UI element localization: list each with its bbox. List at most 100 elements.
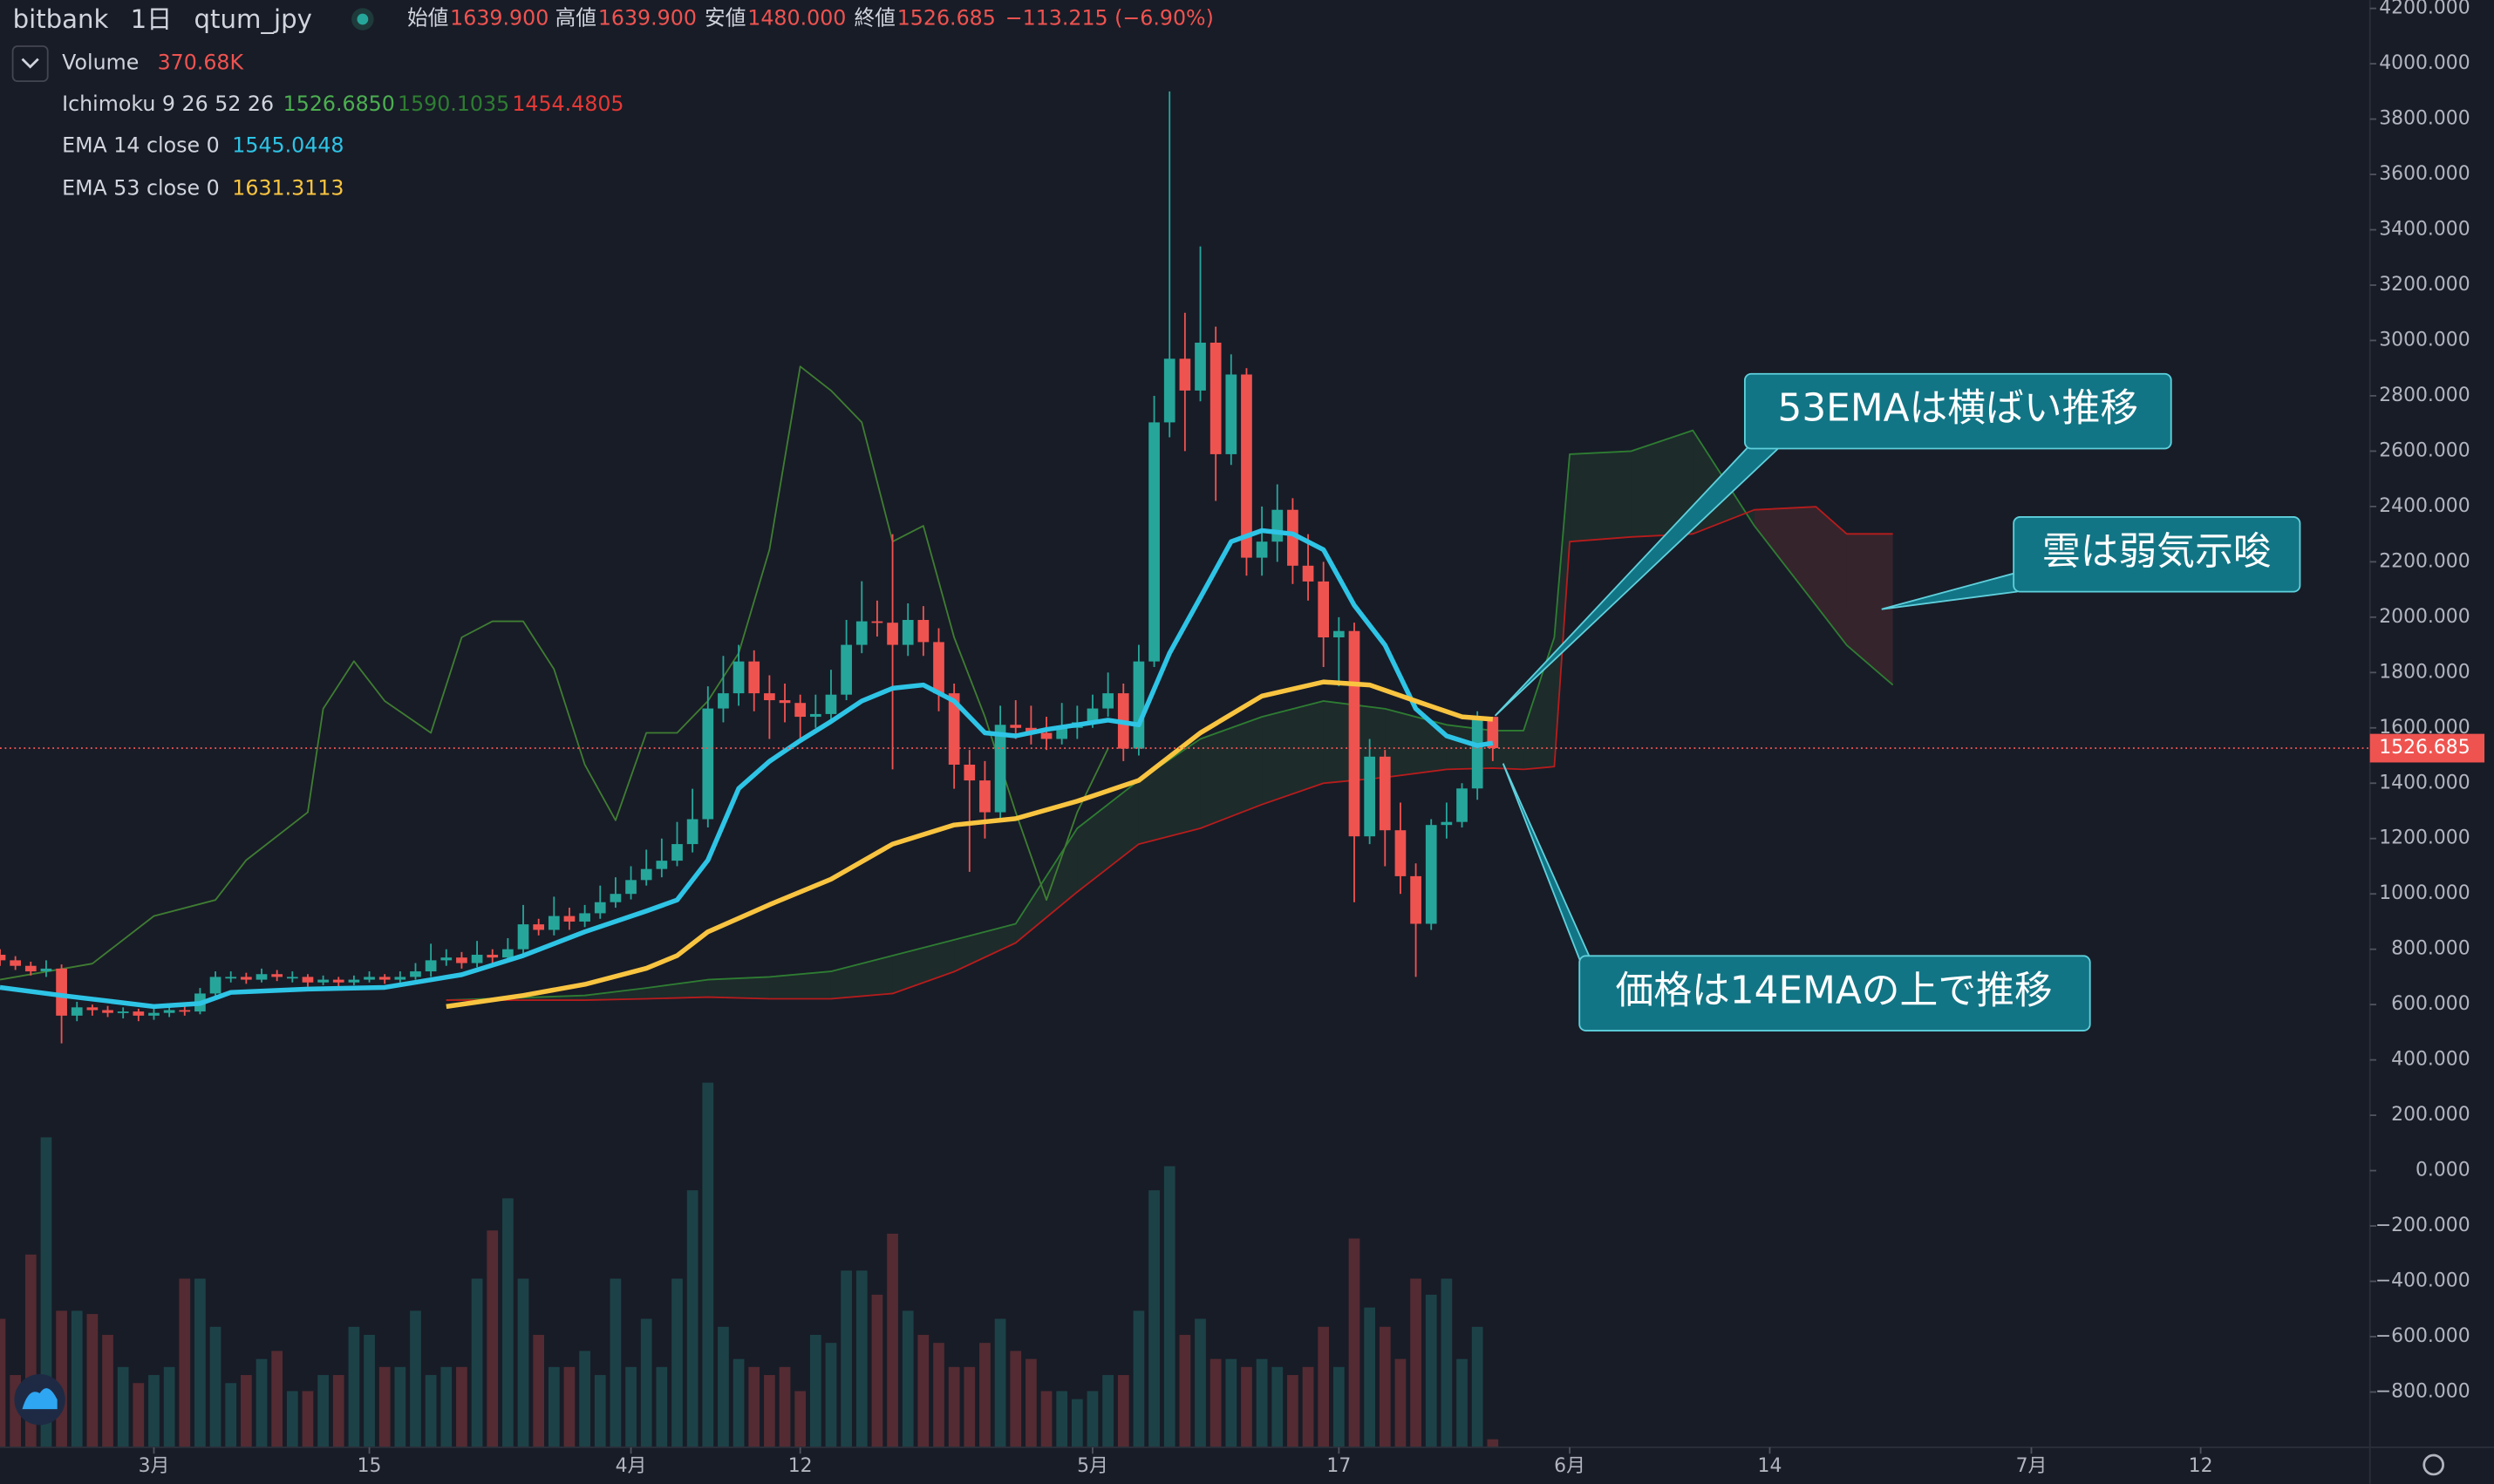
y-tick-label: 3800.000 bbox=[2379, 108, 2470, 130]
interval[interactable]: 1日 bbox=[131, 4, 173, 34]
cloud-fill bbox=[1754, 507, 1816, 606]
volume-bar bbox=[1287, 1375, 1298, 1447]
candle-body bbox=[1364, 756, 1375, 837]
volume-bar bbox=[1256, 1358, 1268, 1447]
open-label: 始値 bbox=[407, 6, 448, 31]
y-tick-label: 400.000 bbox=[2391, 1049, 2470, 1071]
volume-bar bbox=[1379, 1326, 1391, 1447]
ema-line bbox=[446, 679, 1494, 1010]
volume-bar bbox=[994, 1318, 1006, 1447]
volume-bar bbox=[332, 1375, 344, 1447]
candle-body bbox=[56, 968, 67, 1016]
ema14-value: 1545.0448 bbox=[232, 133, 344, 157]
volume-bar bbox=[302, 1391, 314, 1447]
low-value: 1480.000 bbox=[747, 6, 846, 31]
candle-body bbox=[378, 977, 391, 980]
logo[interactable] bbox=[14, 1374, 65, 1426]
x-tick-label: 14 bbox=[1758, 1455, 1782, 1477]
candle-body bbox=[286, 977, 298, 979]
axes: −800.000 −600.000 −400.000 −200.000 0.000 200… bbox=[139, 0, 2485, 1477]
candle-body bbox=[1271, 509, 1284, 542]
candle-body bbox=[1287, 509, 1298, 566]
candle-body bbox=[133, 1011, 145, 1016]
y-tick-label: 2400.000 bbox=[2379, 495, 2470, 517]
settings-button[interactable] bbox=[2422, 1453, 2445, 1476]
x-tick-label: 15 bbox=[358, 1455, 382, 1477]
candle-body bbox=[1102, 693, 1114, 709]
volume-bar bbox=[640, 1318, 652, 1447]
ema-line bbox=[0, 528, 1494, 1010]
volume-bar bbox=[671, 1278, 683, 1447]
cloud-fill bbox=[1523, 637, 1555, 770]
volume-bar bbox=[0, 1318, 6, 1447]
cloud-fill bbox=[1846, 534, 1893, 685]
volume-bar bbox=[1471, 1326, 1483, 1447]
y-tick-label: 3400.000 bbox=[2379, 219, 2470, 241]
candle-body bbox=[764, 693, 775, 701]
volume-bar bbox=[440, 1366, 453, 1447]
ichimoku-name[interactable]: Ichimoku 9 26 52 26 bbox=[62, 92, 274, 116]
volume-bar bbox=[1179, 1334, 1191, 1447]
candle-body bbox=[610, 894, 622, 902]
candle-body bbox=[671, 844, 683, 861]
candle-body bbox=[594, 902, 606, 914]
volume-bar bbox=[256, 1358, 268, 1447]
candle-body bbox=[718, 693, 729, 709]
cloud-fill bbox=[830, 955, 893, 999]
y-tick-label: 3000.000 bbox=[2379, 329, 2470, 351]
volume-bar bbox=[917, 1334, 930, 1447]
callout-text: 価格は14EMAの上で推移 bbox=[1615, 968, 2052, 1012]
volume-bar bbox=[1148, 1190, 1160, 1447]
candle-body bbox=[1241, 374, 1252, 558]
volume-bar bbox=[764, 1375, 775, 1447]
callout-box bbox=[1578, 955, 2091, 1031]
volume-bar bbox=[1117, 1375, 1129, 1447]
volume-bar bbox=[841, 1270, 852, 1447]
volume-name[interactable]: Volume bbox=[62, 51, 139, 75]
volume-bar bbox=[979, 1343, 991, 1447]
candle-body bbox=[163, 1010, 175, 1013]
volume-bar bbox=[825, 1343, 837, 1447]
candle-body bbox=[40, 968, 52, 972]
volume-bar bbox=[1348, 1238, 1360, 1447]
cloud-fill bbox=[1138, 739, 1201, 845]
candle-body bbox=[1441, 821, 1453, 826]
volume-bar bbox=[1441, 1278, 1453, 1447]
candle-body bbox=[209, 977, 221, 994]
y-tick-label: 2600.000 bbox=[2379, 439, 2470, 461]
volume-bar bbox=[1225, 1358, 1237, 1447]
candle-body bbox=[1487, 717, 1499, 749]
y-tick-label: 2800.000 bbox=[2379, 385, 2470, 406]
volume-bar bbox=[517, 1278, 529, 1447]
candle-body bbox=[179, 1010, 191, 1012]
volume-bar bbox=[794, 1391, 807, 1447]
candle-body bbox=[487, 955, 499, 958]
ema53-value: 1631.3113 bbox=[232, 176, 344, 201]
symbol[interactable]: qtum_jpy bbox=[194, 4, 312, 34]
volume-bar bbox=[271, 1351, 283, 1447]
x-tick-label: 12 bbox=[2189, 1455, 2213, 1477]
ema14-name[interactable]: EMA 14 close 0 bbox=[62, 133, 220, 157]
candle-body bbox=[471, 955, 483, 963]
volume-bar bbox=[40, 1137, 52, 1447]
candle-body bbox=[456, 957, 467, 963]
callout-text: 53EMAは横ばい推移 bbox=[1777, 386, 2138, 431]
volume-bar bbox=[1210, 1358, 1222, 1447]
cloud-fill bbox=[1570, 451, 1632, 542]
exchange: bitbank bbox=[13, 4, 109, 34]
candle-body bbox=[841, 644, 852, 695]
x-tick-label: 7月 bbox=[2016, 1455, 2048, 1477]
collapse-button[interactable] bbox=[11, 45, 49, 83]
y-tick-label: −400.000 bbox=[2375, 1270, 2470, 1292]
cloud-fill bbox=[1385, 708, 1447, 778]
candle-body bbox=[117, 1011, 129, 1013]
x-tick-label: 6月 bbox=[1554, 1455, 1585, 1477]
ema53-name[interactable]: EMA 53 close 0 bbox=[62, 176, 220, 201]
close-label: 終値 bbox=[854, 6, 895, 31]
candle-body bbox=[440, 957, 453, 961]
volume-bar bbox=[163, 1366, 175, 1447]
volume-bar bbox=[563, 1366, 576, 1447]
candle-body bbox=[871, 621, 883, 623]
volume-bar bbox=[779, 1366, 791, 1447]
